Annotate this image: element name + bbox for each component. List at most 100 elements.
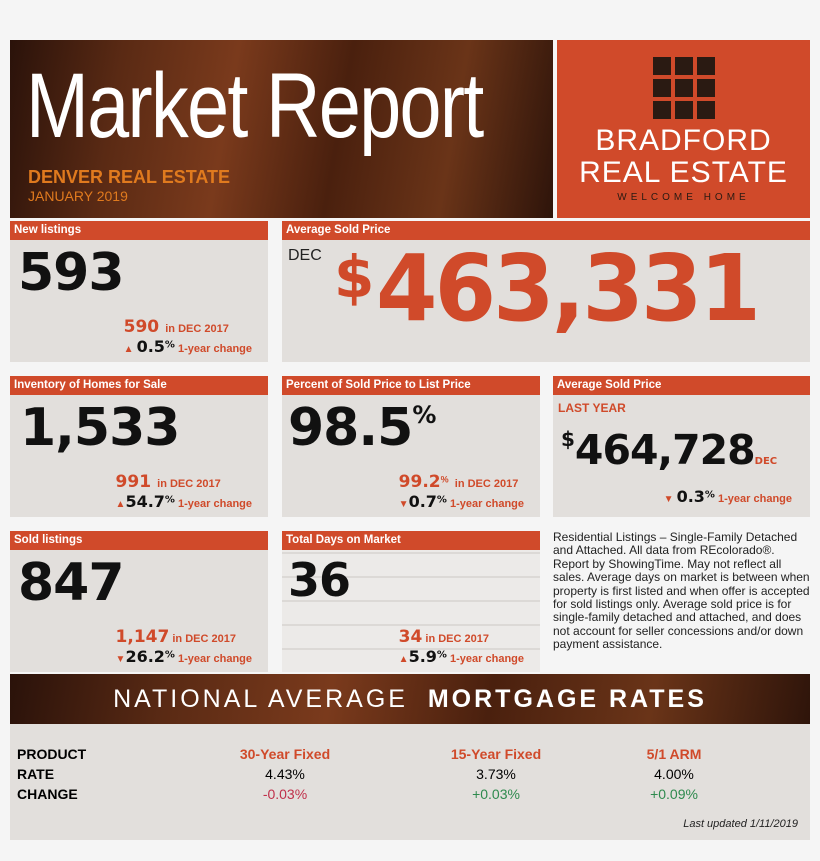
rate-value: 4.43% (265, 766, 305, 782)
change-label: 1-year change (178, 653, 252, 665)
banner-bold-text: MORTGAGE RATES (427, 685, 707, 713)
banner-light-text: NATIONAL AVERAGE (113, 685, 408, 713)
currency-symbol: $ (334, 243, 375, 311)
logo-grid-icon (653, 57, 715, 119)
change-row: CHANGE -0.03% +0.03% +0.09% (17, 784, 749, 804)
prior-value: 991 (115, 472, 152, 492)
avg-sold-price-value: 463,331 (376, 235, 761, 342)
prior-label: in DEC 2017 (172, 633, 236, 645)
product-name: 5/1 ARM (646, 746, 702, 762)
prior-label: in DEC 2017 (165, 323, 229, 335)
card-header: New listings (10, 221, 268, 240)
triangle-down-icon: ▼ (115, 654, 126, 665)
prior-year: 99.2% in DEC 2017 ▼0.7% 1-year change (399, 472, 524, 511)
change-value: 0.3 (676, 487, 705, 506)
prior-value: 590 (123, 317, 160, 337)
card-header: Percent of Sold Price to List Price (282, 376, 540, 395)
product-name: 30-Year Fixed (239, 746, 331, 762)
pct-sold-to-list-card: Percent of Sold Price to List Price 98.5… (282, 376, 540, 517)
currency-symbol: $ (561, 427, 575, 451)
change-value: 26.2 (125, 647, 165, 666)
prior-year: 1,147 in DEC 2017 ▼26.2% 1-year change (116, 627, 252, 666)
disclaimer: Residential Listings – Single-Family Det… (553, 530, 810, 652)
percent-sign: % (704, 489, 715, 501)
prior-value: 34 (398, 627, 423, 647)
new-listings-card: New listings 593 590 in DEC 2017 ▲ 0.5% 1… (10, 221, 268, 362)
card-header: Average Sold Price (282, 221, 810, 240)
percent-sign: % (436, 649, 447, 661)
change-label: 1-year change (450, 653, 524, 665)
days-value: 36 (288, 553, 351, 607)
mortgage-table-panel: PRODUCT 30-Year Fixed 15-Year Fixed 5/1 … (10, 724, 810, 840)
inventory-value: 1,533 (20, 398, 180, 458)
change-value: 0.7 (408, 492, 437, 511)
mortgage-banner: NATIONAL AVERAGE MORTGAGE RATES (10, 674, 810, 724)
percent-sign: % (436, 494, 447, 506)
mortgage-table: PRODUCT 30-Year Fixed 15-Year Fixed 5/1 … (17, 744, 749, 804)
prior-label: in DEC 2017 (425, 633, 489, 645)
subtitle: DENVER REAL ESTATE (28, 167, 231, 187)
prior-year: 991 in DEC 2017 ▲54.7% 1-year change (116, 472, 252, 511)
card-header: Inventory of Homes for Sale (10, 376, 268, 395)
product-name: 15-Year Fixed (450, 746, 542, 762)
days-on-market-card: Total Days on Market 36 34 in DEC 2017 ▲5… (282, 531, 540, 672)
logo-panel: BRADFORD REAL ESTATE WELCOME HOME (557, 40, 810, 218)
logo-tagline: WELCOME HOME (617, 192, 750, 203)
inventory-card: Inventory of Homes for Sale 1,533 991 in… (10, 376, 268, 517)
prior-year: 34 in DEC 2017 ▲5.9% 1-year change (399, 627, 524, 666)
percent-sign: % (164, 339, 175, 351)
period-label: DEC (288, 247, 322, 264)
avg-sold-price-card: Average Sold Price DEC $ 463,331 (282, 221, 810, 362)
card-header: Sold listings (10, 531, 268, 550)
prior-label: in DEC 2017 (157, 478, 221, 490)
pct-number: 98.5 (288, 398, 413, 458)
change-value: 0.5 (136, 337, 165, 356)
last-year-label: LAST YEAR (558, 401, 626, 415)
prior-year: 590 in DEC 2017 ▲ 0.5% 1-year change (124, 317, 252, 356)
period-label: DEC (754, 456, 778, 467)
card-header: Total Days on Market (282, 531, 540, 550)
logo-text-2: REAL ESTATE (579, 156, 788, 189)
triangle-up-icon: ▲ (115, 499, 126, 510)
change-label: 1-year change (450, 498, 524, 510)
change-row: ▼ 0.3% 1-year change (664, 487, 792, 506)
prior-value: 99.2 (398, 472, 441, 492)
new-listings-value: 593 (18, 243, 125, 303)
percent-sign: % (440, 474, 449, 485)
pct-value: 98.5% (288, 398, 436, 458)
header-banner: Market Report DENVER REAL ESTATE JANUARY… (10, 40, 553, 218)
percent-sign: % (164, 649, 175, 661)
percent-sign: % (412, 401, 436, 429)
logo-text-1: BRADFORD (595, 124, 772, 157)
price-value: 464,728 (574, 426, 756, 474)
change-value: 54.7 (125, 492, 165, 511)
row-label: RATE (17, 766, 55, 782)
sold-listings-value: 847 (18, 553, 125, 613)
change-value: +0.03% (472, 786, 520, 802)
row-label: PRODUCT (17, 746, 87, 762)
row-label: CHANGE (17, 786, 78, 802)
triangle-down-icon: ▼ (398, 499, 409, 510)
change-label: 1-year change (178, 343, 252, 355)
triangle-up-icon: ▲ (123, 344, 134, 355)
avg-sold-price-last-year-card: Average Sold Price LAST YEAR $464,728DEC… (553, 376, 810, 517)
change-label: 1-year change (178, 498, 252, 510)
last-year-price: $464,728DEC (561, 426, 777, 474)
triangle-down-icon: ▼ (663, 494, 674, 505)
percent-sign: % (164, 494, 175, 506)
product-row: PRODUCT 30-Year Fixed 15-Year Fixed 5/1 … (17, 744, 749, 764)
sold-listings-card: Sold listings 847 1,147 in DEC 2017 ▼26.2… (10, 531, 268, 672)
page-title: Market Report (26, 55, 484, 157)
report-date: JANUARY 2019 (28, 188, 128, 204)
triangle-up-icon: ▲ (398, 654, 409, 665)
last-updated: Last updated 1/11/2019 (683, 818, 798, 830)
change-label: 1-year change (718, 493, 792, 505)
rate-value: 3.73% (476, 766, 516, 782)
prior-label: in DEC 2017 (454, 478, 519, 490)
card-header: Average Sold Price (553, 376, 810, 395)
change-value: +0.09% (650, 786, 698, 802)
rate-row: RATE 4.43% 3.73% 4.00% (17, 764, 749, 784)
prior-value: 1,147 (115, 627, 170, 647)
rate-value: 4.00% (654, 766, 694, 782)
change-value: 5.9 (408, 647, 437, 666)
